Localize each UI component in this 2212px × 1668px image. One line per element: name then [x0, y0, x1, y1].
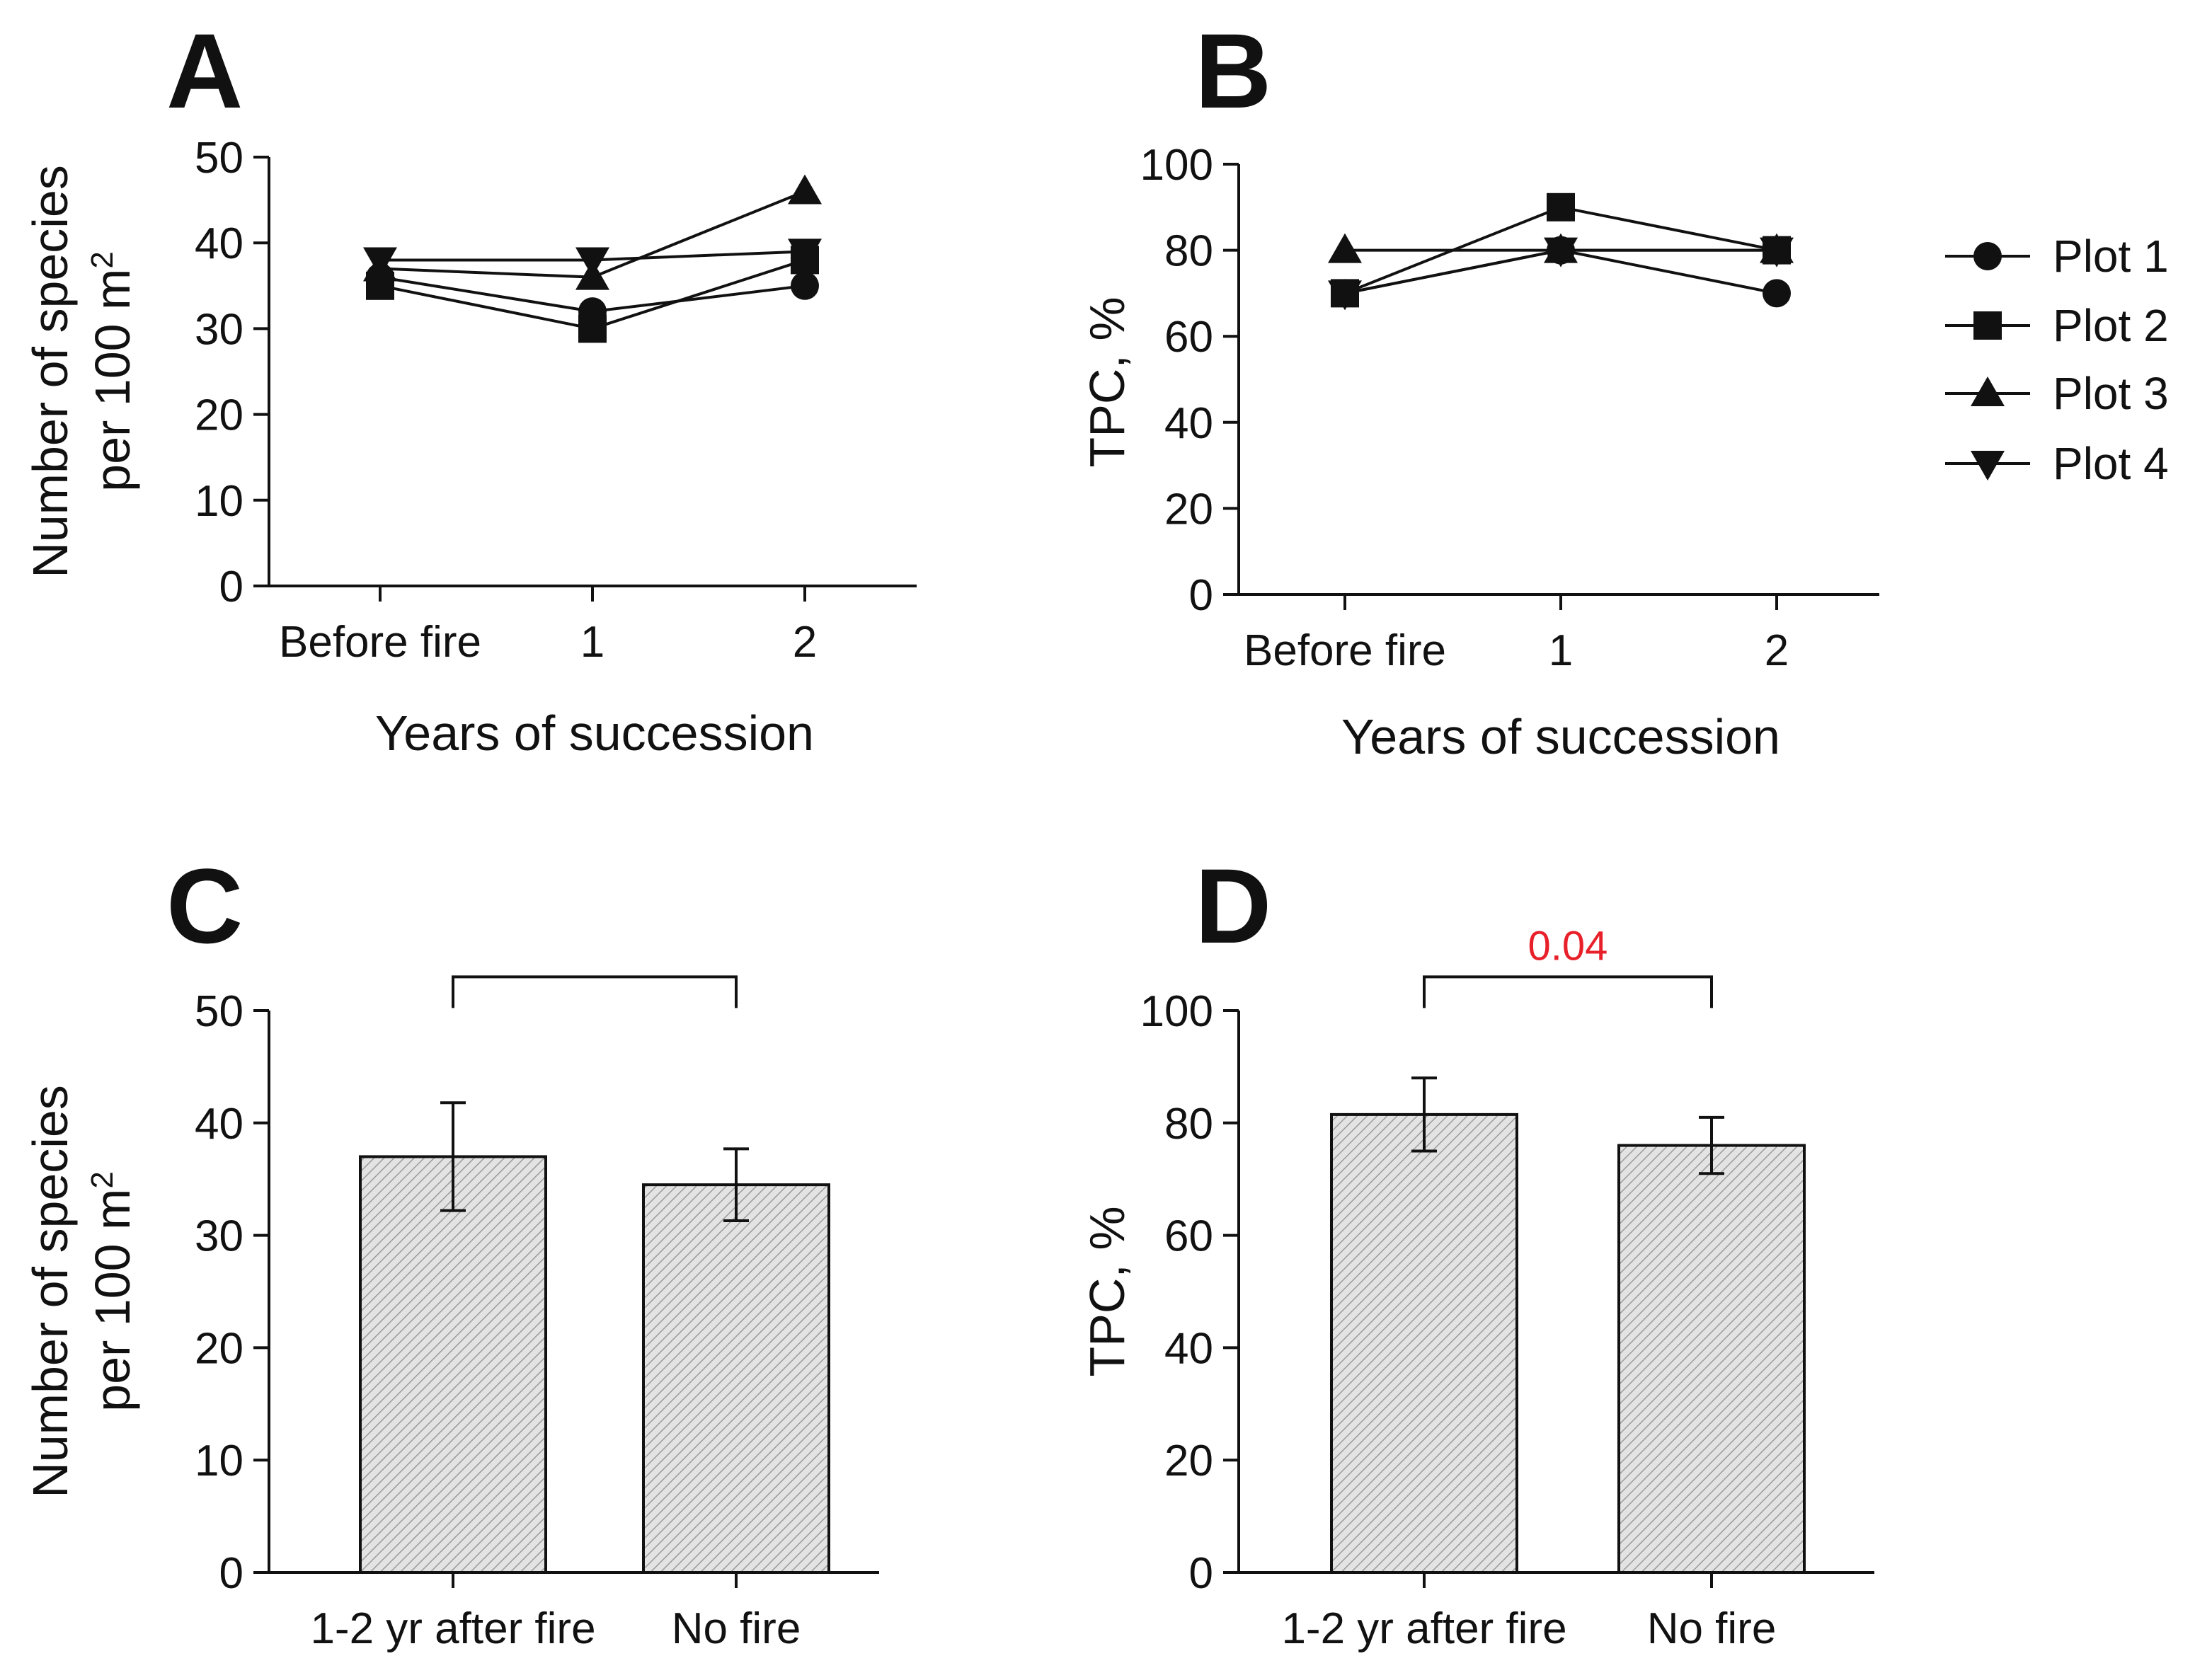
panel-a-y-axis-title-line1: Number of species [23, 165, 78, 578]
panel-a-point-plot-4 [363, 247, 397, 277]
legend-entry-plot-3: Plot 3 [1945, 368, 2169, 419]
panel-c-bar [642, 1183, 830, 1574]
panel-b-x-tick-label: Before fire [1244, 626, 1446, 675]
panel-c-chart: 0 10 20 30 40 50 1-2 yr after fire No fire [195, 975, 879, 1653]
panel-b-chart: 0 20 40 60 80 100 Before fire 1 2 [1140, 141, 1879, 675]
panel-d-significance-bracket [1423, 975, 1713, 1008]
legend-label-plot-1: Plot 1 [2053, 231, 2169, 282]
panel-a-y-tick-label: 50 [195, 134, 243, 183]
legend-label-plot-3: Plot 3 [2053, 368, 2169, 419]
panel-b-y-axis-title: TPC, % [1079, 297, 1135, 467]
legend-marker-shape-plot-2 [1973, 311, 2002, 340]
legend-marker-plot-3 [1971, 376, 2005, 406]
panel-b-y-tick-label: 40 [1164, 399, 1213, 448]
panel-letter-a: A [166, 11, 243, 130]
panel-a-y-tick-label: 0 [219, 563, 243, 611]
legend-marker-plot-4 [1971, 451, 2005, 481]
panel-c-x-tick-label: 1-2 yr after fire [310, 1604, 595, 1653]
panel-c-significance-bracket [452, 975, 738, 1008]
panel-letter-d: D [1195, 846, 1271, 965]
panel-b-x-tick-label: 1 [1549, 626, 1573, 675]
legend-entry-plot-1: Plot 1 [1945, 231, 2169, 282]
panel-b-y-tick-label: 80 [1164, 227, 1213, 276]
panel-d-p-value-label: 0.04 [1528, 923, 1608, 969]
legend-label-plot-4: Plot 4 [2053, 438, 2169, 489]
panel-b-y-tick-label: 20 [1164, 485, 1213, 534]
panel-a-y-tick-label: 10 [195, 477, 243, 526]
legend-marker-shape-plot-3 [1971, 376, 2005, 406]
panel-a-point-plot-4 [788, 238, 822, 269]
panel-a-y-axis-title-line2: per 100 m2 [85, 251, 141, 492]
legend-marker-plot-2 [1973, 311, 2002, 340]
panel-c-x-tick-label: No fire [672, 1604, 801, 1653]
panel-c-bar [359, 1155, 547, 1574]
panel-letter-c: C [166, 846, 243, 965]
panel-b-point-plot-4 [1328, 280, 1362, 311]
panel-d-bar [1617, 1144, 1806, 1575]
panel-d-x-tick-label: No fire [1647, 1604, 1777, 1653]
panel-b-point-plot-1 [1763, 279, 1791, 308]
panel-a-y-tick-label: 20 [195, 391, 243, 440]
legend: Plot 1 Plot 2 Plot 3 Plot 4 [1945, 231, 2169, 489]
panel-b-point-plot-4 [1760, 237, 1794, 268]
panel-d-y-tick-label: 60 [1164, 1212, 1213, 1261]
panel-d-y-tick-label: 40 [1164, 1324, 1213, 1373]
legend-marker-shape-plot-4 [1971, 451, 2005, 481]
panel-c-y-tick-label: 30 [195, 1212, 243, 1261]
panel-b-point-plot-2 [1547, 192, 1575, 222]
legend-entry-plot-2: Plot 2 [1945, 300, 2169, 351]
panel-c-y-tick-label: 20 [195, 1324, 243, 1373]
panel-a-y-tick-label: 40 [195, 219, 243, 268]
panel-d-y-tick-label: 20 [1164, 1437, 1213, 1485]
panel-c-y-tick-label: 40 [195, 1100, 243, 1149]
panel-a-point-plot-2 [578, 314, 607, 343]
panel-a-point-plot-1 [791, 271, 819, 300]
panel-b-point-plot-3 [1328, 233, 1362, 263]
panel-a-x-tick-label: 2 [793, 618, 817, 667]
panel-a-x-axis-title: Years of succession [375, 706, 814, 761]
panel-d-y-tick-label: 100 [1140, 987, 1213, 1036]
panel-letter-b: B [1195, 11, 1271, 130]
panel-c-y-axis-title-line2: per 100 m2 [85, 1171, 141, 1412]
panel-b-point-plot-4 [1544, 237, 1578, 268]
panel-b-x-tick-label: 2 [1765, 626, 1789, 675]
panel-d-bar [1330, 1112, 1518, 1574]
panel-d-y-tick-label: 0 [1189, 1549, 1213, 1598]
legend-marker-shape-plot-1 [1973, 242, 2002, 270]
panel-a-chart: 0 10 20 30 40 50 Before fire 1 2 [195, 134, 917, 667]
panel-c-y-tick-label: 10 [195, 1437, 243, 1485]
panel-c-y-tick-label: 0 [219, 1549, 243, 1598]
panel-d-x-tick-label: 1-2 yr after fire [1281, 1604, 1566, 1653]
panel-b-y-tick-label: 0 [1189, 571, 1213, 620]
panel-d-chart: 0 20 40 60 80 100 1-2 yr after fire No fire 0.04 [1140, 923, 1874, 1653]
panel-a-x-tick-label: 1 [580, 618, 604, 667]
legend-marker-plot-1 [1973, 242, 2002, 270]
panel-a-x-tick-label: Before fire [279, 618, 481, 667]
panel-d-y-tick-label: 80 [1164, 1100, 1213, 1149]
panel-c-y-axis-title-line1: Number of species [23, 1085, 78, 1498]
panel-b-y-tick-label: 60 [1164, 313, 1213, 362]
panel-c-y-tick-label: 50 [195, 987, 243, 1036]
panel-a-point-plot-4 [575, 247, 609, 277]
panel-d-y-axis-title: TPC, % [1079, 1206, 1135, 1376]
panel-a-y-tick-label: 30 [195, 305, 243, 354]
panel-a-point-plot-3 [788, 174, 822, 205]
panel-b-x-axis-title: Years of succession [1341, 709, 1780, 764]
legend-label-plot-2: Plot 2 [2053, 300, 2169, 351]
panel-b-y-tick-label: 100 [1140, 141, 1213, 190]
legend-entry-plot-4: Plot 4 [1945, 438, 2169, 489]
